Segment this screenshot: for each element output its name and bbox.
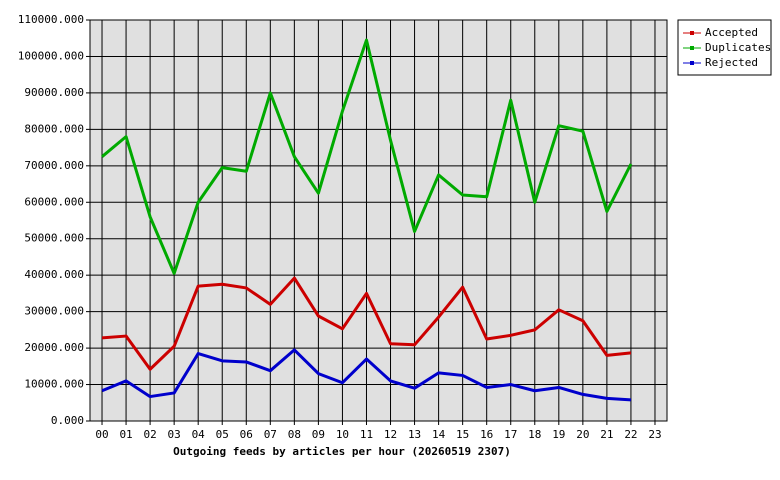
- series-line: [101, 276, 632, 371]
- x-tick-label: 05: [216, 428, 229, 441]
- x-tick-label: 19: [552, 428, 565, 441]
- legend-marker: [690, 31, 694, 35]
- chart-title: Outgoing feeds by articles per hour (202…: [173, 445, 511, 458]
- x-tick-label: 21: [600, 428, 613, 441]
- y-tick-label: 80000.000: [24, 122, 84, 135]
- y-tick-label: 10000.000: [24, 378, 84, 391]
- y-tick-label: 30000.000: [24, 305, 84, 318]
- legend-marker: [690, 61, 694, 65]
- x-tick-label: 20: [576, 428, 589, 441]
- x-tick-label: 22: [624, 428, 637, 441]
- y-tick-label: 20000.000: [24, 341, 84, 354]
- x-tick-label: 16: [480, 428, 493, 441]
- x-tick-label: 04: [192, 428, 206, 441]
- series-line: [101, 38, 633, 275]
- x-tick-label: 15: [456, 428, 469, 441]
- x-tick-label: 01: [119, 428, 132, 441]
- x-tick-label: 07: [264, 428, 277, 441]
- y-tick-label: 110000.000: [18, 13, 84, 26]
- x-tick-label: 03: [168, 428, 181, 441]
- x-tick-label: 02: [143, 428, 156, 441]
- y-tick-label: 90000.000: [24, 86, 84, 99]
- x-tick-label: 14: [432, 428, 446, 441]
- plot-area: [89, 19, 668, 422]
- x-tick-label: 13: [408, 428, 421, 441]
- y-tick-label: 70000.000: [24, 159, 84, 172]
- y-tick-label: 0.000: [51, 414, 84, 427]
- x-tick-label: 08: [288, 428, 301, 441]
- x-tick-label: 10: [336, 428, 349, 441]
- y-tick-label: 40000.000: [24, 268, 84, 281]
- legend-label: Duplicates: [705, 41, 771, 54]
- y-tick-label: 50000.000: [24, 232, 84, 245]
- x-tick-label: 18: [528, 428, 541, 441]
- y-tick-label: 60000.000: [24, 195, 84, 208]
- y-tick-label: 100000.000: [18, 49, 84, 62]
- x-tick-label: 09: [312, 428, 325, 441]
- x-tick-label: 17: [504, 428, 517, 441]
- x-tick-label: 12: [384, 428, 397, 441]
- legend-marker: [690, 46, 694, 50]
- legend-label: Rejected: [705, 56, 758, 69]
- series-line: [101, 348, 632, 402]
- x-tick-label: 00: [95, 428, 108, 441]
- x-tick-label: 11: [360, 428, 373, 441]
- x-tick-label: 23: [648, 428, 661, 441]
- legend-label: Accepted: [705, 26, 758, 39]
- x-tick-label: 06: [240, 428, 253, 441]
